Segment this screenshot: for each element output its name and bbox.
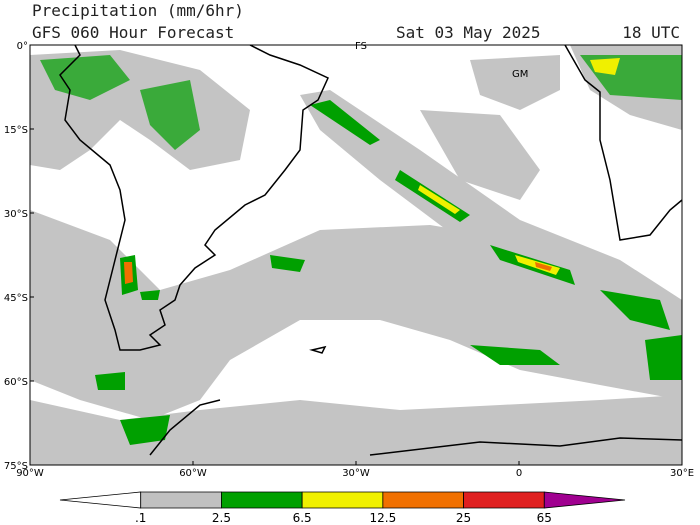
subtitle: GFS 060 Hour Forecast <box>32 23 234 42</box>
colorbar-label: 6.5 <box>293 511 312 525</box>
colorbar-segment <box>543 491 626 509</box>
precip-heavy <box>40 55 682 445</box>
colorbar-segment <box>382 491 464 509</box>
map: FS GM <box>29 41 683 466</box>
date: Sat 03 May 2025 <box>396 23 541 42</box>
map-label: GM <box>512 69 528 80</box>
coastlines <box>59 44 683 456</box>
colorbar-label: 65 <box>537 511 552 525</box>
colorbar-segment <box>140 491 222 509</box>
lat-label: 30°S <box>4 209 28 220</box>
colorbar: .1 2.5 6.5 12.5 25 65 <box>59 491 626 525</box>
lon-label: 30°E <box>670 468 694 479</box>
colorbar-segment <box>59 491 142 509</box>
colorbar-label: 2.5 <box>212 511 231 525</box>
colorbar-label: 25 <box>456 511 471 525</box>
lat-label: 45°S <box>4 293 28 304</box>
colorbar-segment <box>301 491 384 509</box>
lat-label: 0° <box>17 41 28 52</box>
lat-label: 15°S <box>4 125 28 136</box>
lon-label: 90°W <box>16 468 44 479</box>
lat-label: 75°S <box>4 461 28 472</box>
colorbar-segment <box>463 491 545 509</box>
lon-label: 0 <box>516 468 522 479</box>
map-label: FS <box>355 41 367 52</box>
colorbar-segment <box>221 491 303 509</box>
time: 18 UTC <box>622 23 680 42</box>
colorbar-label: .1 <box>135 511 146 525</box>
colorbar-label: 12.5 <box>369 511 396 525</box>
axes: 0° 15°S 30°S 45°S 60°S 75°S90°W 60°W 30°W 0 30°E <box>4 41 694 479</box>
title: Precipitation (mm/6hr) <box>32 1 244 20</box>
lon-label: 60°W <box>179 468 207 479</box>
lat-label: 60°S <box>4 377 28 388</box>
lon-label: 30°W <box>342 468 370 479</box>
